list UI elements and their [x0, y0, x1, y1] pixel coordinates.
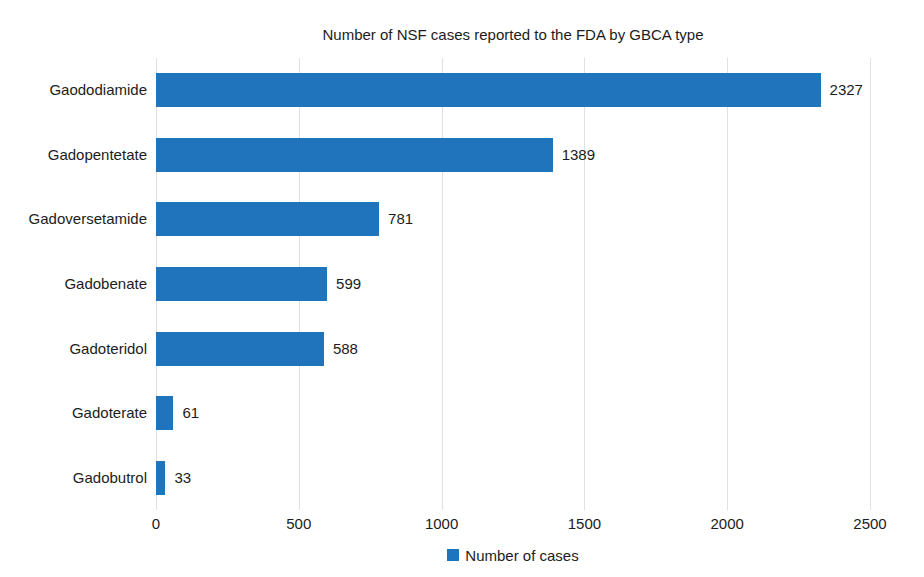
category-label: Gadobenate [0, 267, 147, 301]
bar-value-label: 588 [333, 332, 358, 366]
category-label: Gadoterate [0, 396, 147, 430]
bar-value-label: 781 [388, 202, 413, 236]
bar-gadoversetamide [156, 202, 379, 236]
bar-gaododiamide [156, 73, 821, 107]
bar-chart: Number of NSF cases reported to the FDA … [0, 0, 924, 577]
bar-gadoteridol [156, 332, 324, 366]
bar-value-label: 61 [182, 396, 199, 430]
category-label: Gaododiamide [0, 73, 147, 107]
x-tick-label: 0 [152, 515, 160, 532]
gridline [870, 58, 871, 510]
bar-gadobenate [156, 267, 327, 301]
category-label: Gadoversetamide [0, 202, 147, 236]
bar-gadoterate [156, 396, 173, 430]
x-tick-label: 500 [286, 515, 311, 532]
bar-value-label: 2327 [830, 73, 863, 107]
bar-gadopentetate [156, 138, 553, 172]
x-tick-label: 2500 [853, 515, 886, 532]
category-label: Gadobutrol [0, 461, 147, 495]
gridline [727, 58, 728, 510]
x-tick-label: 1000 [425, 515, 458, 532]
legend-label: Number of cases [465, 547, 578, 564]
plot-area [156, 58, 870, 510]
gridline [442, 58, 443, 510]
chart-title: Number of NSF cases reported to the FDA … [156, 26, 870, 43]
bar-value-label: 599 [336, 267, 361, 301]
bar-value-label: 33 [174, 461, 191, 495]
gridline [584, 58, 585, 510]
x-tick-label: 2000 [711, 515, 744, 532]
bar-value-label: 1389 [562, 138, 595, 172]
legend-swatch-icon [447, 549, 459, 561]
category-label: Gadopentetate [0, 138, 147, 172]
legend: Number of cases [156, 545, 870, 565]
x-tick-label: 1500 [568, 515, 601, 532]
category-label: Gadoteridol [0, 332, 147, 366]
bar-gadobutrol [156, 461, 165, 495]
